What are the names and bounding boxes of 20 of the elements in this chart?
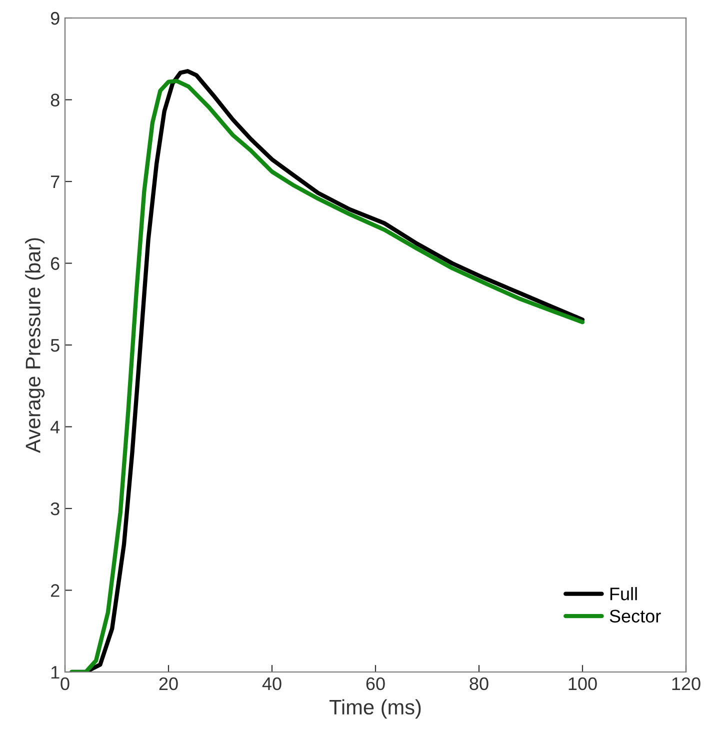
x-tick-label: 80 — [470, 677, 488, 690]
y-tick-label: 8 — [50, 94, 60, 106]
x-tick-label: 60 — [366, 677, 385, 690]
x-tick-label: 40 — [262, 677, 282, 690]
y-tick-label: 2 — [51, 584, 60, 597]
x-tick-label: 0 — [60, 677, 70, 690]
x-axis-title: Time (ms) — [329, 699, 421, 719]
x-tick-label: 100 — [568, 677, 597, 690]
y-tick-label: 6 — [51, 257, 60, 270]
x-tick-label: 20 — [159, 677, 178, 690]
y-tick-label: 7 — [51, 176, 60, 188]
y-tick-label: 1 — [51, 666, 60, 679]
y-tick-label: 3 — [50, 502, 60, 516]
x-tick-label: 120 — [672, 677, 700, 690]
legend-label: Sector — [610, 610, 661, 623]
y-tick-label: 4 — [50, 420, 60, 434]
legend-label: Full — [610, 587, 637, 600]
y-tick-label: 5 — [50, 339, 60, 352]
y-axis-title: Average Pressure (bar) — [25, 238, 45, 454]
y-tick-label: 9 — [50, 12, 60, 25]
